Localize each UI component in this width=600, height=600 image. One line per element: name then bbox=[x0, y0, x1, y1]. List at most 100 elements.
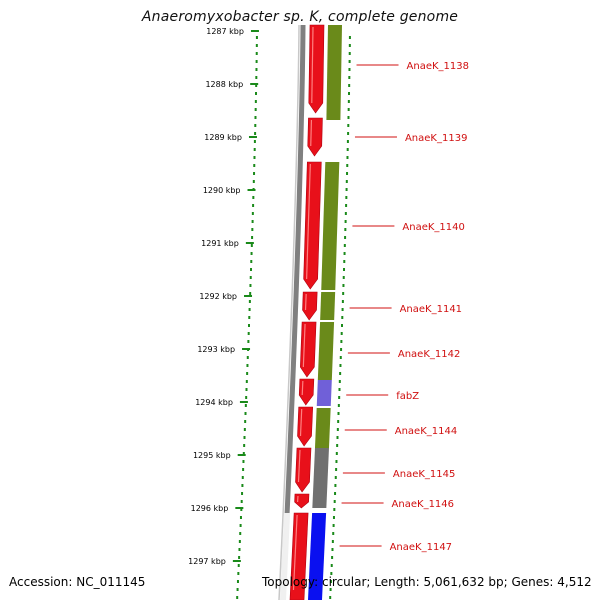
cog-segment bbox=[320, 292, 336, 320]
gene-label[interactable]: AnaeK_1140 bbox=[402, 222, 464, 233]
scale-dot bbox=[255, 60, 258, 63]
scale-dot bbox=[240, 508, 243, 511]
scale-dot bbox=[246, 356, 249, 359]
scale-dot bbox=[242, 468, 245, 471]
kbp-tick-label: 1294 kbp bbox=[195, 398, 233, 407]
gene-label[interactable]: fabZ bbox=[396, 391, 419, 402]
scale-dot bbox=[248, 308, 251, 311]
scale-dot bbox=[348, 84, 351, 87]
scale-dot bbox=[332, 524, 335, 527]
scale-dot bbox=[337, 404, 340, 407]
scale-dot bbox=[331, 540, 334, 543]
gene-arrow-shine bbox=[292, 514, 298, 591]
backbone-line bbox=[280, 24, 306, 600]
scale-dot bbox=[244, 412, 247, 415]
scale-dot bbox=[329, 580, 332, 583]
gene-arrow[interactable] bbox=[307, 117, 323, 157]
gene-label[interactable]: AnaeK_1139 bbox=[405, 133, 467, 144]
kbp-ticks: 1287 kbp 1288 kbp 1289 kbp 1290 kbp 1291 kbp… bbox=[188, 27, 259, 566]
gene-label[interactable]: AnaeK_1138 bbox=[407, 61, 469, 72]
scale-dot bbox=[340, 340, 343, 343]
gene-arrow[interactable] bbox=[297, 406, 314, 447]
scale-dot bbox=[254, 124, 257, 127]
topology-text: Topology: circular; Length: 5,061,632 bp… bbox=[262, 575, 592, 589]
scale-dot bbox=[239, 524, 242, 527]
kbp-tick-label: 1296 kbp bbox=[191, 504, 229, 513]
scale-dot bbox=[238, 548, 241, 551]
gene-arrow[interactable] bbox=[298, 378, 315, 406]
scale-dot bbox=[339, 364, 342, 367]
scale-dot bbox=[250, 252, 253, 255]
scale-dot bbox=[245, 380, 248, 383]
scale-dot bbox=[345, 180, 348, 183]
kbp-tick-label: 1295 kbp bbox=[193, 451, 231, 460]
gene-arrow-shine bbox=[302, 323, 306, 368]
gene-arrow-shine bbox=[297, 449, 301, 483]
scale-dot bbox=[343, 244, 346, 247]
scale-dot bbox=[335, 460, 338, 463]
scale-dot bbox=[254, 132, 257, 135]
scale-dot bbox=[236, 588, 239, 591]
scale-dot bbox=[347, 108, 350, 111]
gene-label[interactable]: AnaeK_1142 bbox=[398, 349, 460, 360]
scale-dot bbox=[347, 116, 350, 119]
scale-dot bbox=[245, 388, 248, 391]
scale-dot bbox=[254, 108, 257, 111]
scale-dot bbox=[348, 44, 351, 47]
gene-arrow-shine bbox=[299, 408, 303, 437]
scale-dot bbox=[329, 596, 332, 599]
scale-dot bbox=[252, 204, 255, 207]
accession-text: Accession: NC_011145 bbox=[9, 575, 146, 589]
gene-arrow[interactable] bbox=[300, 321, 317, 378]
scale-dot bbox=[343, 252, 346, 255]
gene-arrow-shine bbox=[301, 380, 304, 396]
scale-dot bbox=[347, 100, 350, 103]
gene-label[interactable]: AnaeK_1141 bbox=[400, 304, 462, 315]
scale-dot bbox=[236, 580, 239, 583]
gene-arrow[interactable] bbox=[303, 161, 322, 290]
cog-segment bbox=[314, 408, 331, 448]
scale-dot bbox=[255, 92, 258, 95]
gene-label[interactable]: AnaeK_1146 bbox=[392, 499, 454, 510]
gene-arrow[interactable] bbox=[294, 493, 310, 509]
scale-dot bbox=[344, 228, 347, 231]
scale-dot bbox=[336, 428, 339, 431]
scale-dot bbox=[255, 84, 258, 87]
scale-dot bbox=[338, 388, 341, 391]
scale-dot bbox=[250, 268, 253, 271]
scale-dot bbox=[333, 508, 336, 511]
gene-label[interactable]: AnaeK_1147 bbox=[390, 542, 452, 553]
scale-dot bbox=[243, 436, 246, 439]
scale-dot bbox=[342, 276, 345, 279]
cog-segment bbox=[316, 380, 332, 406]
scale-dot bbox=[331, 556, 334, 559]
gene-label[interactable]: AnaeK_1144 bbox=[395, 426, 457, 437]
scale-dot bbox=[247, 332, 250, 335]
kbp-tick-label: 1290 kbp bbox=[203, 186, 241, 195]
scale-dot bbox=[345, 204, 348, 207]
scale-dot bbox=[255, 68, 258, 71]
scale-dot bbox=[329, 588, 332, 591]
scale-dot bbox=[252, 180, 255, 183]
gene-arrow[interactable] bbox=[295, 447, 312, 493]
scale-dot bbox=[348, 52, 351, 55]
scale-dot bbox=[339, 356, 342, 359]
kbp-tick-label: 1293 kbp bbox=[197, 345, 235, 354]
scale-dot bbox=[333, 500, 336, 503]
scale-dot bbox=[343, 268, 346, 271]
scale-dot bbox=[249, 292, 252, 295]
gene-arrow[interactable] bbox=[302, 291, 318, 321]
gene-label[interactable]: AnaeK_1145 bbox=[393, 469, 455, 480]
scale-dot bbox=[238, 540, 241, 543]
scale-dot bbox=[244, 420, 247, 423]
cog-segment bbox=[308, 513, 327, 600]
scale-dot bbox=[347, 124, 350, 127]
scale-dot bbox=[250, 260, 253, 263]
scale-dot bbox=[238, 556, 241, 559]
scale-dot bbox=[247, 340, 250, 343]
scale-dot bbox=[335, 452, 338, 455]
gene-arrow[interactable] bbox=[308, 24, 325, 114]
scale-dot bbox=[249, 276, 252, 279]
scale-dot bbox=[335, 468, 338, 471]
